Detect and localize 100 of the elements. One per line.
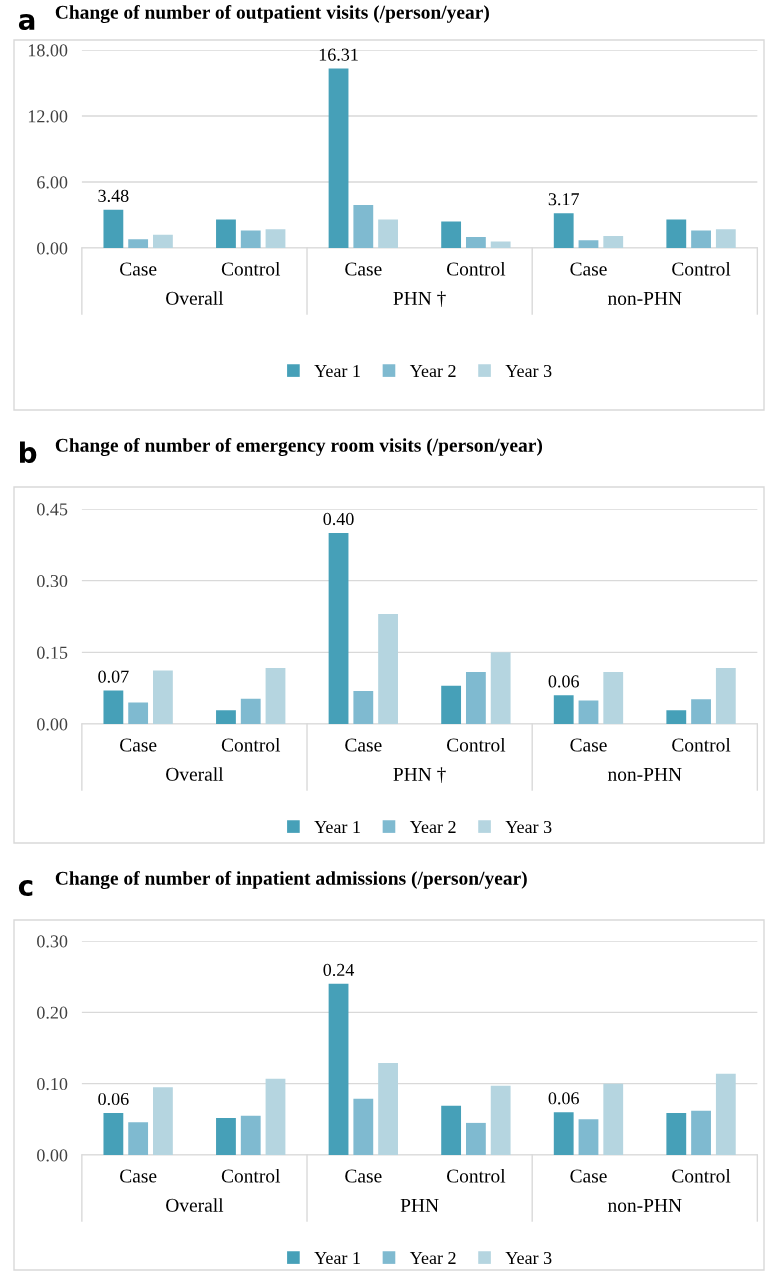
data-label: 0.07 [98, 670, 129, 683]
bar [240, 230, 261, 248]
bar [691, 1110, 711, 1155]
bar [603, 1083, 624, 1155]
data-label: 0.06 [548, 1092, 579, 1105]
x-tick-label: Control [672, 1168, 731, 1183]
legend-label: Year 2 [409, 1251, 456, 1265]
x-tick-label: Control [221, 261, 281, 276]
bar [265, 1078, 286, 1155]
bar [578, 1119, 599, 1155]
x-tick-label: Control [446, 1168, 506, 1183]
data-label: 0.40 [323, 512, 354, 526]
bar [265, 229, 286, 248]
y-tick-label: 0.00 [37, 718, 68, 731]
x-tick-label: Case [345, 738, 382, 752]
bar [265, 668, 286, 724]
bar [240, 698, 261, 724]
legend-label: Year 3 [505, 1251, 552, 1265]
bar [603, 671, 624, 724]
bar [128, 702, 149, 724]
bar [715, 229, 736, 248]
bar [490, 241, 511, 248]
bar [353, 205, 374, 248]
y-tick-label: 0.00 [37, 1149, 68, 1162]
y-tick-label: 12.00 [28, 110, 68, 123]
text: Overall [166, 767, 224, 781]
bar [153, 1087, 173, 1155]
bar [465, 1122, 486, 1155]
text: b [20, 441, 37, 464]
x-tick-label: Control [446, 261, 506, 276]
bar [666, 219, 687, 248]
bar [666, 1112, 687, 1155]
x-tick-label: Control [672, 737, 731, 752]
x-tick-label: Case [345, 1169, 382, 1183]
bar [328, 983, 349, 1155]
chart-title: Change of number of emergency room visits (/person/year) [55, 437, 543, 456]
data-label: 0.24 [323, 963, 355, 977]
bar [578, 240, 599, 248]
bar [153, 234, 173, 248]
bar [103, 690, 124, 724]
text: PHN † [393, 767, 446, 783]
y-tick-label: 0.10 [37, 1077, 68, 1091]
text: c [18, 880, 33, 897]
bar [240, 1115, 261, 1155]
x-tick-label: Case [570, 1169, 607, 1183]
text: non-PHN [607, 767, 682, 781]
bar [216, 219, 236, 248]
text: a [18, 14, 35, 31]
bar [216, 710, 236, 724]
legend-label: Year 1 [314, 820, 360, 834]
chart-title: Change of number of outpatient visits (/person/year) [55, 4, 489, 23]
y-tick-label: 0.15 [37, 646, 68, 659]
legend-label: Year 3 [505, 364, 552, 378]
bar [553, 213, 574, 248]
bar [441, 1105, 462, 1155]
y-tick-label: 0.45 [37, 503, 68, 516]
bar [378, 1062, 398, 1155]
bar [465, 671, 486, 724]
bar [691, 699, 711, 724]
legend-label: Year 2 [409, 364, 456, 378]
text: PHN [400, 1198, 439, 1212]
legend-label: Year 1 [314, 1251, 360, 1265]
data-label: 0.06 [98, 1092, 129, 1106]
bar [441, 685, 462, 724]
y-tick-label: 0.30 [37, 935, 68, 948]
bar [103, 209, 124, 248]
bar [328, 68, 349, 248]
y-tick-label: 0.30 [37, 574, 68, 588]
data-label: 3.17 [548, 193, 579, 206]
bar [128, 239, 149, 248]
bar [553, 1112, 574, 1155]
y-tick-label: 6.00 [37, 176, 68, 189]
bar [353, 1098, 374, 1155]
x-tick-label: Case [570, 738, 607, 752]
y-tick-label: 0.20 [37, 1006, 68, 1019]
data-label: 16.31 [319, 48, 358, 61]
text: non-PHN [607, 291, 682, 305]
text: Overall [166, 291, 224, 305]
x-tick-label: Case [570, 262, 607, 276]
bar [603, 235, 624, 248]
bar [103, 1112, 124, 1155]
x-tick-label: Control [672, 261, 731, 276]
chart-title: Change of number of inpatient admissions (/person/year) [55, 870, 527, 889]
legend-label: Year 1 [314, 364, 360, 378]
x-tick-label: Case [120, 1169, 157, 1183]
text: non-PHN [607, 1198, 682, 1212]
bar [465, 237, 486, 248]
x-tick-label: Control [221, 737, 281, 752]
bar [378, 219, 398, 248]
x-tick-label: Case [120, 738, 157, 752]
x-tick-label: Case [120, 262, 157, 276]
bar [216, 1117, 236, 1155]
y-tick-label: 0.00 [37, 242, 68, 255]
text: Overall [166, 1198, 224, 1212]
legend-label: Year 3 [505, 820, 552, 834]
bar [691, 230, 711, 248]
bar [715, 668, 736, 724]
data-label: 0.06 [548, 675, 579, 688]
data-label: 3.48 [98, 189, 129, 202]
bar [128, 1122, 149, 1155]
